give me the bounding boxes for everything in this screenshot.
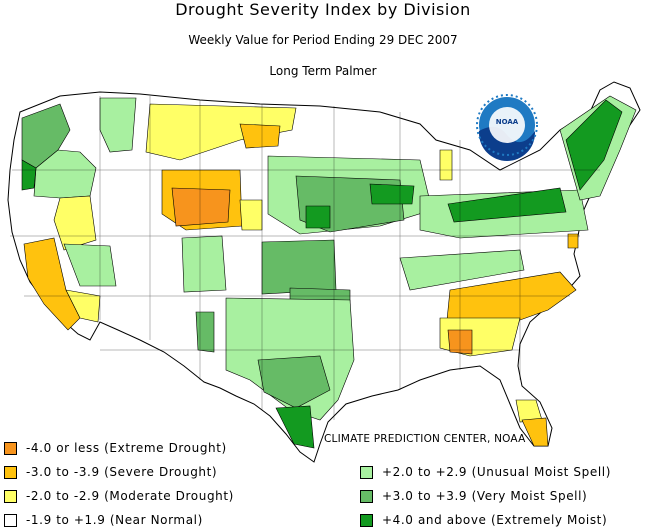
region-ky-unusual: [399, 249, 525, 291]
region-ks-very: [261, 239, 337, 295]
map-subtitle: Weekly Value for Period Ending 29 DEC 20…: [188, 33, 458, 47]
region-mt-moderate: [145, 103, 297, 161]
noaa-logo-text: NOAA: [495, 118, 519, 126]
region-fl-severe: [521, 417, 549, 447]
region-wa-extreme-moist: [21, 159, 37, 191]
region-midwest-extreme: [447, 187, 567, 223]
legend-label: -4.0 or less (Extreme Drought): [26, 441, 227, 455]
legend-swatch: [360, 514, 373, 527]
region-nv-moist: [63, 243, 117, 287]
region-wy-extreme: [171, 187, 231, 227]
region-tx-very: [257, 355, 331, 409]
index-name: Long Term Palmer: [269, 64, 377, 78]
region-nm-moist: [195, 311, 215, 353]
region-ca-moderate-south: [65, 289, 101, 323]
legend-swatch: [360, 466, 373, 479]
legend-label: -1.9 to +1.9 (Near Normal): [26, 513, 203, 527]
credit-text: CLIMATE PREDICTION CENTER, NOAA: [324, 433, 526, 445]
legend-swatch: [4, 514, 17, 527]
legend-swatch: [360, 490, 373, 503]
noaa-logo: [471, 89, 543, 161]
legend-label: +4.0 and above (Extremely Moist): [382, 513, 608, 527]
legend-swatch: [4, 490, 17, 503]
region-mt-severe: [239, 123, 281, 149]
legend-label: +3.0 to +3.9 (Very Moist Spell): [382, 489, 588, 503]
region-tx-extreme: [275, 405, 315, 449]
division-lines: [10, 96, 600, 420]
legend-swatch: [4, 442, 17, 455]
region-iowa-extreme: [369, 183, 415, 205]
region-ne-extreme: [565, 99, 623, 191]
region-md-severe: [567, 233, 579, 249]
region-co-moist: [181, 235, 227, 293]
map-title: Drought Severity Index by Division: [175, 0, 471, 19]
region-or-moist: [33, 149, 97, 199]
region-wy-moderate: [239, 199, 263, 231]
legend-label: +2.0 to +2.9 (Unusual Moist Spell): [382, 465, 611, 479]
legend-label: -3.0 to -3.9 (Severe Drought): [26, 465, 218, 479]
legend-label: -2.0 to -2.9 (Moderate Drought): [26, 489, 234, 503]
legend-swatch: [4, 466, 17, 479]
region-ks-extreme: [305, 205, 331, 229]
region-mi-moderate: [439, 149, 453, 181]
region-ca-severe: [23, 237, 81, 331]
